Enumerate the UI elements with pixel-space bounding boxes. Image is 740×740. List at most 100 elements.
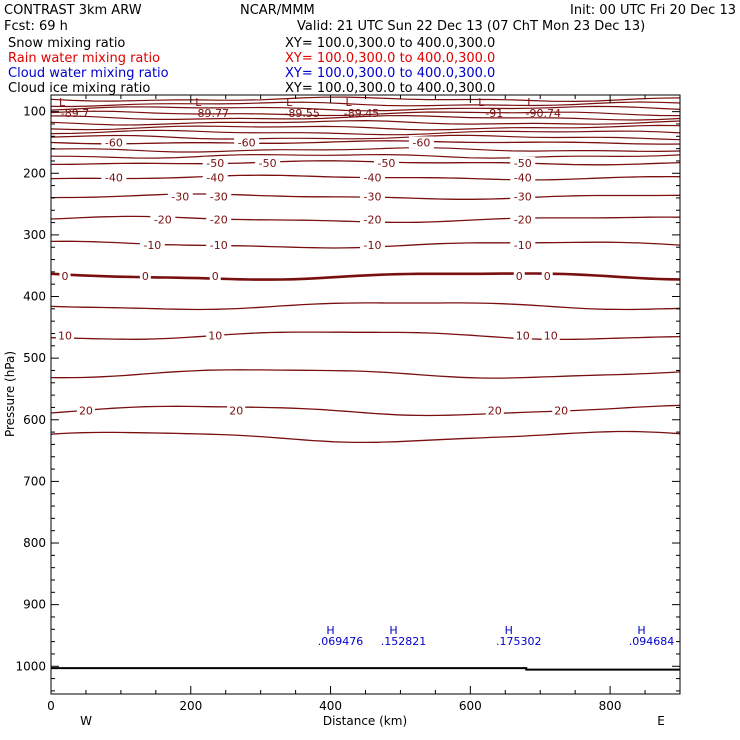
field-name-cloud-water: Cloud water mixing ratio <box>8 66 169 81</box>
contour-label: -40 <box>206 172 224 185</box>
contour-label-bg <box>373 156 399 169</box>
contour-label-bg <box>513 329 532 342</box>
contour-label-bg <box>541 329 560 342</box>
low-center-symbol: L <box>195 96 202 109</box>
contour-line-aux <box>50 105 681 112</box>
field-xy-rain: XY= 100.0,300.0 to 400.0,300.0 <box>285 51 496 66</box>
contour-label-bg <box>76 404 95 417</box>
contour-line-aux <box>50 153 681 159</box>
contour-label-bg <box>510 190 536 203</box>
contour-label-bg <box>552 404 571 417</box>
contour-line-5 <box>50 302 681 311</box>
plot-frame <box>50 94 681 695</box>
init-time: Init: 00 UTC Fri 20 Dec 13 <box>570 3 736 18</box>
valid-time: Valid: 21 UTC Sun 22 Dec 13 (07 ChT Mon … <box>297 19 646 34</box>
contour-label-bg <box>510 213 536 226</box>
contour-label-bg <box>359 190 385 203</box>
low-center-symbol: L <box>346 96 353 109</box>
contour-label-bg <box>359 213 385 226</box>
contour-label: -40 <box>514 172 532 185</box>
contour-label: -60 <box>412 136 430 149</box>
contour-line--50 <box>51 160 681 166</box>
y-tick-label: 200 <box>23 166 46 180</box>
contour-label-bg <box>485 404 504 417</box>
contour-label: -50 <box>377 157 395 170</box>
y-tick-label: 600 <box>23 413 46 427</box>
x-tick-label: 400 <box>319 699 342 713</box>
contour-label: -50 <box>514 157 532 170</box>
contour-label: -20 <box>154 213 172 226</box>
contour-label: 0 <box>544 270 551 283</box>
contour-label: -30 <box>514 191 532 204</box>
low-center-value: -89.7 <box>61 107 89 120</box>
contour-label: -60 <box>105 136 123 149</box>
contour-layer: -60 -60 -60-50 -50 -50 -50-40 -40 -40 -40-30 -30-… <box>50 96 681 444</box>
contour-line-0 <box>50 272 681 281</box>
contour-label-bg <box>227 404 246 417</box>
contour-label: -10 <box>210 239 228 252</box>
x-tick-label: 0 <box>47 699 55 713</box>
contour-line-20 <box>50 404 681 417</box>
contour-line-25 <box>50 430 681 444</box>
y-tick-label: 400 <box>23 290 46 304</box>
contour-label: -30 <box>171 191 189 204</box>
contour-label-bg <box>513 270 525 283</box>
low-center-symbol: L <box>478 96 485 109</box>
west-label: W <box>80 714 92 728</box>
contour-label-bg <box>206 329 225 342</box>
contour-label-bg <box>206 190 232 203</box>
low-center-value: -91 <box>485 107 503 120</box>
contour-line-15 <box>50 369 681 379</box>
low-center-value: -89.55 <box>284 107 319 120</box>
contour-label-bg <box>510 171 536 184</box>
y-tick-label: 700 <box>23 474 46 488</box>
contour-line--60 <box>50 140 681 145</box>
x-axis-label: Distance (km) <box>323 714 407 728</box>
contour-label: -20 <box>210 213 228 226</box>
annotation-layer: L-89.7L-89.77L-89.55L-89.45L-91L-90.74H.… <box>51 96 680 671</box>
contour-label-bg <box>510 238 536 251</box>
contour-label: -50 <box>206 157 224 170</box>
cloud-water-max-symbol: H <box>326 624 334 637</box>
contour-label-bg <box>167 190 193 203</box>
y-tick-label: 1000 <box>15 659 46 673</box>
contour-label-bg <box>255 156 281 169</box>
contour-label: -30 <box>364 191 382 204</box>
east-label: E <box>657 714 665 728</box>
contour-label: 10 <box>516 329 530 342</box>
x-tick-label: 600 <box>459 699 482 713</box>
contour-line-aux <box>50 147 681 153</box>
y-tick-label: 100 <box>23 105 46 119</box>
contour-label: 10 <box>208 329 222 342</box>
y-axis-label: Pressure (hPa) <box>3 351 17 437</box>
contour-label: 20 <box>229 405 243 418</box>
contour-label: -10 <box>514 239 532 252</box>
contour-label: -10 <box>143 239 161 252</box>
low-center-value: -89.77 <box>194 107 229 120</box>
contour-line-aux <box>50 134 681 141</box>
contour-label: -60 <box>238 136 256 149</box>
y-tick-label: 900 <box>23 598 46 612</box>
surface-line <box>51 667 680 671</box>
forecast-hour: Fcst: 69 h <box>4 19 68 34</box>
contour-label-bg <box>101 136 127 149</box>
contour-label: 10 <box>58 329 72 342</box>
x-tick-label: 200 <box>179 699 202 713</box>
cloud-water-max-value: .152821 <box>381 635 427 648</box>
y-tick-label: 800 <box>23 536 46 550</box>
contour-line-aux <box>50 119 681 126</box>
model-title: CONTRAST 3km ARW <box>4 3 142 18</box>
field-xy-cloud-water: XY= 100.0,300.0 to 400.0,300.0 <box>285 66 496 81</box>
field-xy-snow: XY= 100.0,300.0 to 400.0,300.0 <box>285 36 496 51</box>
contour-label: 20 <box>79 405 93 418</box>
cloud-water-max-symbol: H <box>389 624 397 637</box>
cloud-water-max-value: .094684 <box>629 635 675 648</box>
field-name-rain: Rain water mixing ratio <box>8 51 161 66</box>
contour-label-bg <box>206 213 232 226</box>
contour-label-bg <box>150 213 176 226</box>
contour-label-bg <box>359 238 385 251</box>
cloud-water-max-value: .069476 <box>318 635 364 648</box>
contour-label: -50 <box>259 157 277 170</box>
